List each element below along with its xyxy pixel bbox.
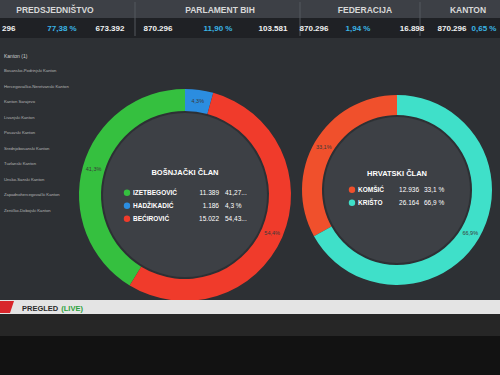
chart-title: HRVATSKI ČLAN [367,169,427,178]
donut-chart: 33,1% 66,9% HRVATSKI ČLAN KOMŠIĆ 12.936 33,1 … [302,95,492,285]
legend-name: HADŽIKADIĆ [133,201,174,209]
sidebar-item[interactable]: Livanjski Kanton [4,115,35,120]
sidebar-item[interactable]: Tuzlanski Kanton [4,161,37,166]
slices [302,95,492,285]
screen: PREDSJEDNIŠTVO PARLAMENT BIH FEDERACIJA KAN… [0,0,500,375]
vote-count: 15.022 [199,215,219,222]
slices [79,89,291,301]
sidebar-item[interactable]: Srednjobosanski Kanton [4,146,50,151]
footer-bar [0,300,500,314]
slice-label: 41,3% [86,166,102,172]
sidebar-item[interactable]: Zeničko-Dobojski Kanton [4,208,51,213]
legend-swatch [124,203,130,209]
header-cell: 0,65 % [472,24,497,33]
vote-percent: 33,1 % [424,186,444,193]
photo-background [0,0,500,375]
legend-swatch [349,187,355,193]
header-cell: 673.392 [96,24,125,33]
slice-label: 54,4% [264,230,280,236]
header-cell: 870.296 [300,24,329,33]
legend-name: KOMŠIĆ [358,185,384,193]
header-tabs-bar [0,0,500,18]
vote-count: 1.186 [203,202,220,209]
sidebar-item[interactable]: Hercegovačko-Neretvanski Kanton [4,84,69,89]
header-values-bar [0,18,500,38]
sidebar-item[interactable]: Bosansko-Podrinjski Kanton [4,68,57,73]
slice-label: 33,1% [316,144,332,150]
header-cell: 11,90 % [204,24,233,33]
legend-swatch [349,200,355,206]
vote-count: 12.936 [399,186,419,193]
sidebar-item[interactable]: Posavski Kanton [4,130,36,135]
vote-count: 26.164 [399,199,419,206]
header-cell: 1,94 % [346,24,371,33]
vote-count: 11.389 [200,189,220,196]
legend-name: IZETBEGOVIĆ [133,188,177,196]
slice [314,95,492,285]
footer-logo [0,301,14,313]
legend-name: BEĆIROVIĆ [133,214,169,222]
header-cell: 870.296 [438,24,467,33]
sidebar-item[interactable]: Zapadnohercegovački Kanton [4,192,60,197]
header-cell: 77,38 % [47,24,76,33]
chart-title: BOŠNJAČKI ČLAN [151,168,218,177]
sidebar-item[interactable]: Unsko-Sanski Kanton [4,177,45,182]
sidebar-item[interactable]: Kanton Sarajevo [4,99,36,104]
vote-percent: 54,43... [225,215,247,222]
legend-name: KRIŠTO [358,198,382,206]
header-tab-title: FEDERACIJA [338,5,392,15]
donut-center [103,113,267,277]
sidebar-title: Kanton (1) [4,53,28,59]
header-cell: 16.898 [400,24,425,33]
header-divider [135,2,136,36]
header-tab-title: KANTON [450,5,486,15]
header-cell: 296 [2,24,16,33]
screen-background [0,0,500,300]
donut-chart: 41,3% 4,3% 54,4% BOŠNJAČKI ČLAN IZETBEGOVIĆ 1… [79,89,291,301]
slice-label: 4,3% [192,98,205,104]
header-cell: 103.581 [259,24,288,33]
header-tab-title: PREDSJEDNIŠTVO [16,4,94,15]
donut-center [324,117,470,263]
header-tab-title: PARLAMENT BIH [185,5,255,15]
vote-percent: 41,27... [225,189,247,196]
vote-percent: 4,3 % [225,202,242,209]
legend-swatch [124,190,130,196]
footer-status: (LIVE) [61,304,83,313]
header-cell: 870.296 [144,24,173,33]
slice-label: 66,9% [462,230,478,236]
footer-label: PREGLED [22,304,59,313]
screen-bezel [0,314,500,336]
vote-percent: 66,9 % [424,199,444,206]
legend-swatch [124,216,130,222]
